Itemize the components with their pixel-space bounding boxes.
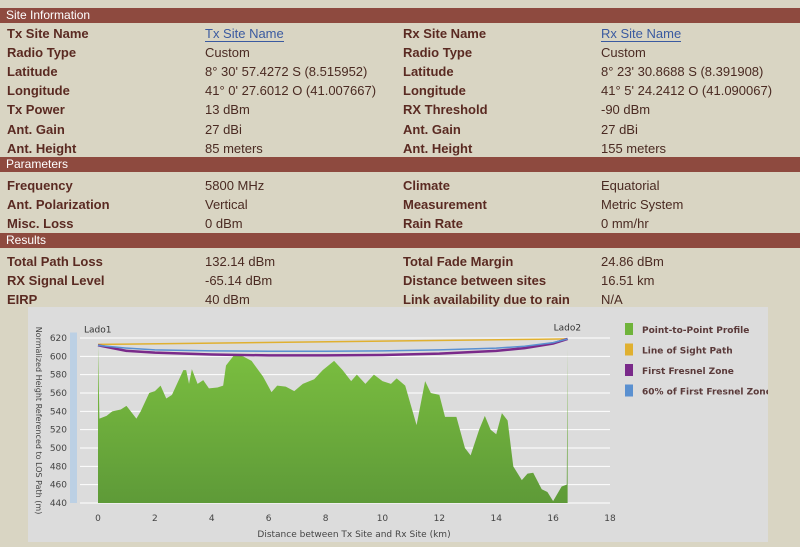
y-tick-label: 480 <box>50 462 67 472</box>
x-tick-label: 12 <box>434 514 445 524</box>
field-value: N/A <box>601 292 623 308</box>
y-tick-label: 540 <box>50 407 67 417</box>
x-tick-label: 18 <box>604 514 616 524</box>
path-profile-chart: 440 460 480 500 520 540 560 580 600 620 0 2 4 6 8 10 12 1… <box>28 307 772 542</box>
series-line-2 <box>97 337 568 357</box>
x-axis-label: Distance between Tx Site and Rx Site (km… <box>257 530 450 540</box>
field-label: Misc. Loss <box>7 216 74 232</box>
field-value: 0 dBm <box>205 216 243 232</box>
y-tick-label: 520 <box>50 426 67 436</box>
field-value: 132.14 dBm <box>205 254 276 269</box>
field-label: Ant. Gain <box>7 121 65 137</box>
field-value: 27 dBi <box>205 121 242 137</box>
x-tick-label: 0 <box>95 514 101 524</box>
field-value: 27 dBi <box>601 121 638 137</box>
field-value: 13 dBm <box>205 102 250 118</box>
x-tick-label: 2 <box>152 514 158 524</box>
field-label: Tx Site Name <box>7 26 89 41</box>
field-value: 5800 MHz <box>205 178 265 193</box>
legend-entry: First Fresnel Zone <box>642 367 734 377</box>
field-label: Radio Type <box>403 45 473 61</box>
rx-site-name-link[interactable]: Rx Site Name <box>601 26 682 42</box>
field-value: 41° 0' 27.6012 O (41.007667) <box>205 83 377 99</box>
field-value: Tx Site Name <box>205 25 284 42</box>
field-label: Total Fade Margin <box>403 254 514 269</box>
field-label: Link availability due to rain <box>403 292 570 308</box>
y-tick-label: 580 <box>50 371 67 381</box>
field-value: Rx Site Name <box>601 25 682 42</box>
field-label: Distance between sites <box>403 273 547 289</box>
field-label: Tx Power <box>7 102 65 118</box>
terrain-profile-area <box>98 345 568 503</box>
field-label: RX Signal Level <box>7 273 105 289</box>
field-value: Metric System <box>601 197 684 213</box>
chart-svg: 440 460 480 500 520 540 560 580 600 620 0 2 4 6 8 10 12 1… <box>34 323 772 540</box>
field-label: Latitude <box>7 64 58 80</box>
field-label: Climate <box>403 178 450 193</box>
field-label: Total Path Loss <box>7 254 103 269</box>
legend-entry: Line of Sight Path <box>642 347 733 357</box>
y-tick-label: 600 <box>50 352 67 362</box>
field-value: 8° 30' 57.4272 S (8.515952) <box>205 64 368 80</box>
series-line-3 <box>97 338 568 353</box>
section-header-results: Results <box>0 233 800 248</box>
lado1-label: Lado1 <box>84 326 111 336</box>
field-value: 85 meters <box>205 140 263 156</box>
legend-swatch <box>625 384 633 397</box>
field-value: 16.51 km <box>601 273 655 289</box>
y-tick-label: 560 <box>50 389 67 399</box>
section-header-site-information: Site Information <box>0 8 800 23</box>
field-value: Custom <box>601 45 646 61</box>
section-header-parameters: Parameters <box>0 157 800 172</box>
y-tick-label: 620 <box>50 334 67 344</box>
field-value: 8° 23' 30.8688 S (8.391908) <box>601 64 764 80</box>
y-tick-label: 500 <box>50 444 67 454</box>
field-label: Frequency <box>7 178 73 193</box>
field-value: 155 meters <box>601 140 667 156</box>
field-label: Ant. Height <box>7 140 77 156</box>
legend-entry: Point-to-Point Profile <box>642 326 749 336</box>
tx-site-name-link[interactable]: Tx Site Name <box>205 26 284 42</box>
field-value: 41° 5' 24.2412 O (41.090067) <box>601 83 773 99</box>
x-tick-label: 4 <box>209 514 215 524</box>
field-label: Radio Type <box>7 45 77 61</box>
field-label: Measurement <box>403 197 487 213</box>
legend-swatch <box>625 343 633 356</box>
field-label: Latitude <box>403 64 454 80</box>
legend-swatch <box>625 323 633 335</box>
field-value: 0 mm/hr <box>601 216 649 232</box>
y-axis-label: Normalized Height Referenced to LOS Path… <box>34 327 43 515</box>
legend-entry: 60% of First Fresnel Zone <box>642 388 768 398</box>
x-tick-label: 10 <box>377 514 389 524</box>
field-label: Ant. Polarization <box>7 197 110 213</box>
field-value: 40 dBm <box>205 292 250 308</box>
x-tick-label: 16 <box>547 514 559 524</box>
field-value: Custom <box>205 45 250 61</box>
field-label: Rx Site Name <box>403 26 487 41</box>
x-tick-label: 14 <box>490 514 502 524</box>
x-tick-label: 6 <box>266 514 272 524</box>
field-value: 24.86 dBm <box>601 254 664 269</box>
field-label: RX Threshold <box>403 102 488 118</box>
field-label: Longitude <box>403 83 466 99</box>
field-value: -90 dBm <box>601 102 651 118</box>
field-label: Rain Rate <box>403 216 463 232</box>
legend-swatch <box>625 364 633 376</box>
y-tick-label: 460 <box>50 481 67 491</box>
field-value: Equatorial <box>601 178 660 193</box>
y-tick-label: 440 <box>50 499 67 509</box>
series-line-1 <box>97 338 568 346</box>
field-value: Vertical <box>205 197 248 213</box>
x-tick-label: 8 <box>323 514 329 524</box>
lado2-label: Lado2 <box>554 324 581 334</box>
y-axis-bar <box>70 332 77 503</box>
field-label: Ant. Gain <box>403 121 461 137</box>
field-label: Longitude <box>7 83 70 99</box>
field-value: -65.14 dBm <box>205 273 273 289</box>
field-label: EIRP <box>7 292 38 308</box>
field-label: Ant. Height <box>403 140 473 156</box>
